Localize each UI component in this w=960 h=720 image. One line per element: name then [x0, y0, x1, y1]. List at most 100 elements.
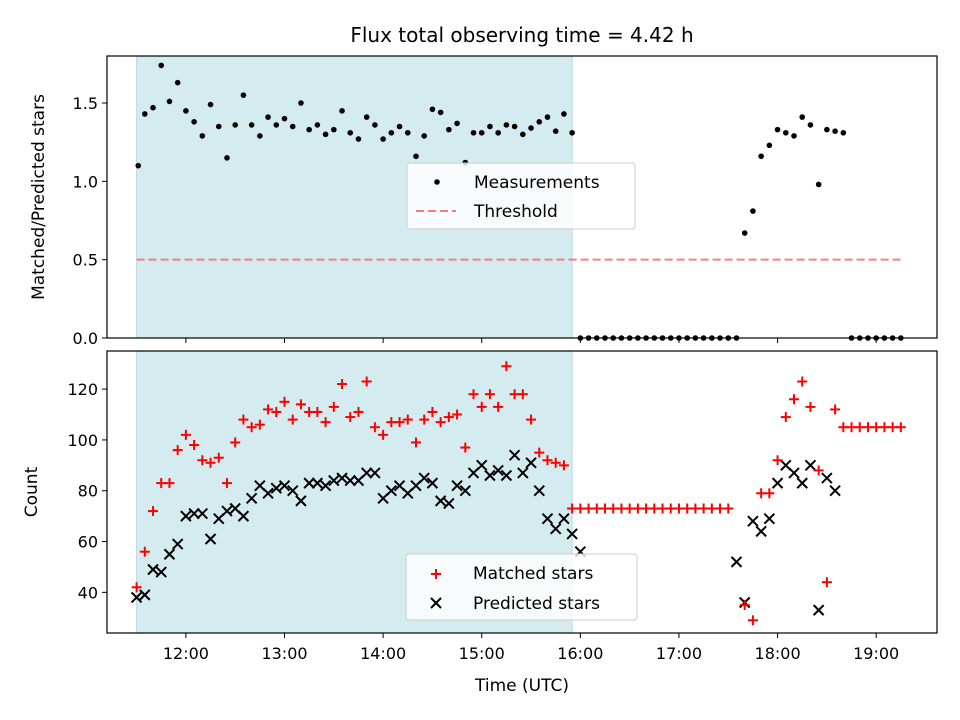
- predicted-star-point: [821, 472, 833, 484]
- matched-star-point: [517, 389, 528, 400]
- measurement-point: [569, 129, 575, 136]
- measurement-point: [380, 136, 386, 142]
- matched-star-point: [789, 394, 800, 405]
- predicted-star-point: [188, 507, 200, 520]
- predicted-star-point: [500, 469, 513, 482]
- matched-star-point: [353, 406, 364, 417]
- measurement-point: [799, 114, 806, 120]
- measurement-point: [257, 133, 263, 139]
- measurement-point: [758, 153, 764, 160]
- measurement-point: [520, 131, 526, 138]
- y-tick-label: 0.5: [73, 251, 98, 270]
- matched-star-point: [797, 376, 808, 387]
- bottom-panel: 40 60 80 100 120 12:00 13:00 14:00 15:00 16:00 17…: [22, 350, 938, 696]
- predicted-star-point: [508, 449, 521, 461]
- matched-star-point: [312, 406, 323, 417]
- measurement-point: [561, 111, 567, 117]
- predicted-star-point: [747, 515, 759, 527]
- measurement-point: [815, 181, 822, 188]
- measurement-point: [240, 92, 247, 98]
- matched-star-point: [221, 478, 232, 489]
- bottom-panel-x-axis: 12:00 13:00 14:00 15:00 16:00 17:00 18:00 19:00: [163, 633, 899, 663]
- measurement-point: [487, 123, 493, 130]
- bottom-panel-y-label: Count: [22, 466, 42, 517]
- predicted-star-point: [204, 533, 217, 545]
- measurement-point: [207, 101, 214, 108]
- matched-star-point: [723, 503, 734, 514]
- measurement-point: [421, 133, 428, 139]
- matched-star-point: [189, 440, 200, 450]
- measurement-point: [273, 122, 280, 128]
- measurement-point: [404, 129, 411, 136]
- predicted-star-point: [237, 510, 250, 522]
- legend-measurements-label: Measurements: [474, 173, 600, 193]
- matched-star-point: [246, 422, 257, 433]
- x-tick-label: 12:00: [163, 644, 209, 663]
- matched-star-point: [320, 417, 331, 428]
- measurement-point: [388, 129, 395, 136]
- measurement-point: [166, 98, 173, 105]
- predicted-star-point: [130, 591, 143, 604]
- predicted-star-point: [804, 459, 817, 472]
- measurement-point: [413, 153, 419, 160]
- measurement-point: [150, 104, 156, 111]
- measurement-point: [322, 131, 329, 138]
- star-count-points: [130, 361, 906, 626]
- measurement-point: [289, 123, 296, 130]
- measurement-point: [774, 126, 781, 133]
- predicted-star-point: [451, 479, 463, 492]
- predicted-star-point: [492, 464, 504, 477]
- y-tick-label: 40: [78, 583, 98, 602]
- measurement-point: [454, 120, 460, 127]
- measurement-points: [135, 62, 904, 341]
- top-panel-y-label: Matched/Predicted stars: [29, 94, 49, 300]
- matched-star-point: [460, 442, 471, 453]
- matched-star-point: [271, 406, 282, 417]
- matched-star-point: [197, 455, 208, 466]
- top-panel-x-axis: [185, 338, 877, 343]
- measurement-point: [536, 119, 543, 125]
- matched-star-point: [337, 379, 348, 390]
- matched-star-point: [542, 455, 553, 466]
- matched-star-point: [813, 465, 824, 476]
- y-tick-label: 100: [67, 431, 98, 450]
- bottom-panel-x-label: Time (UTC): [474, 676, 569, 696]
- measurement-point: [339, 108, 345, 114]
- predicted-star-point: [369, 467, 381, 479]
- predicted-star-point: [287, 485, 299, 497]
- measurement-point: [503, 122, 510, 128]
- matched-star-point: [452, 409, 463, 420]
- matched-star-point: [345, 412, 356, 423]
- measurement-point: [281, 115, 288, 122]
- measurement-point: [232, 122, 238, 128]
- measurement-point: [528, 125, 534, 131]
- predicted-star-point: [270, 482, 282, 494]
- predicted-star-point: [221, 505, 233, 517]
- matched-star-point: [254, 419, 265, 430]
- predicted-star-point: [155, 566, 167, 578]
- matched-star-point: [131, 582, 142, 593]
- matched-star-point: [394, 417, 405, 428]
- predicted-star-point: [443, 497, 455, 510]
- x-tick-label: 15:00: [459, 644, 505, 663]
- matched-star-point: [484, 389, 495, 400]
- measurement-point: [306, 126, 312, 133]
- measurement-point: [183, 108, 189, 114]
- top-legend-box: [406, 162, 636, 230]
- measurement-point: [174, 79, 181, 86]
- legend-measurements-marker: [434, 179, 440, 185]
- matched-star-point: [895, 422, 906, 433]
- predicted-star-point: [418, 472, 430, 484]
- matched-star-point: [468, 389, 479, 400]
- predicted-star-point: [426, 477, 439, 489]
- predicted-star-point: [812, 604, 825, 616]
- predicted-star-point: [139, 589, 151, 601]
- x-tick-label: 16:00: [557, 644, 603, 663]
- predicted-star-point: [829, 485, 841, 497]
- predicted-star-point: [319, 479, 332, 492]
- predicted-star-point: [476, 459, 488, 472]
- measurement-point: [552, 128, 559, 134]
- x-tick-label: 18:00: [755, 644, 801, 663]
- predicted-star-point: [278, 479, 291, 492]
- predicted-star-point: [180, 510, 192, 522]
